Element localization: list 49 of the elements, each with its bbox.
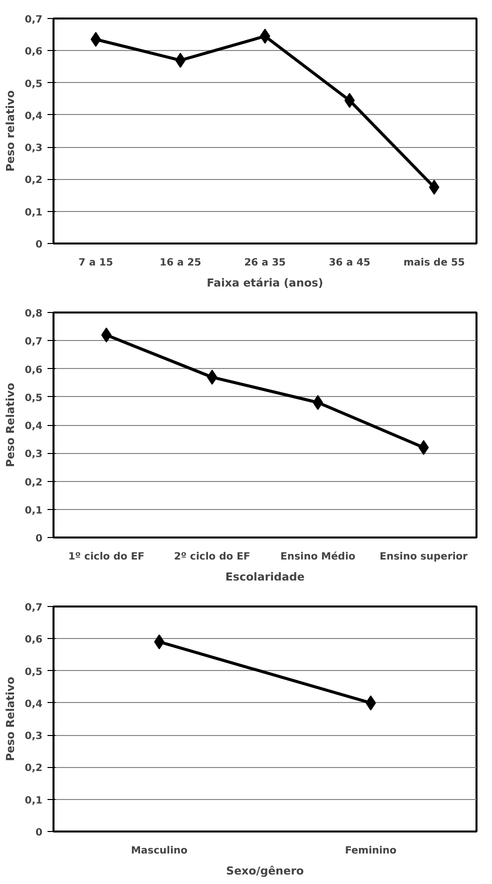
y-tick-label: 0,2 (24, 175, 43, 186)
x-tick-label: 1º ciclo do EF (68, 552, 145, 562)
y-tick-label: 0,2 (24, 477, 43, 488)
point (260, 28, 270, 44)
y-tick-label: 0,6 (24, 364, 43, 376)
y-tick-label: 0,7 (24, 602, 43, 614)
y-tick-label: 0,2 (24, 763, 43, 774)
y-tick-label: 0 (36, 240, 43, 250)
y-axis-title: Peso relativo (4, 90, 17, 172)
y-tick-label: 0,7 (24, 336, 43, 348)
y-tick-label: 0,1 (24, 505, 43, 516)
x-tick-label: Ensino Médio (280, 552, 356, 562)
x-tick-label: Masculino (130, 846, 188, 856)
x-tick-label: Ensino superior (380, 552, 468, 562)
y-axis-title: Peso Relativo (4, 382, 17, 468)
y-tick-label: 0,1 (24, 795, 43, 806)
y-tick-label: 0,5 (24, 78, 43, 90)
x-tick-label: Feminino (344, 846, 397, 856)
x-tick-label: 26 a 35 (244, 258, 286, 268)
x-axis-title: Sexo/gênero (226, 864, 304, 878)
point (344, 92, 355, 108)
y-tick-label: 0,4 (24, 698, 43, 710)
x-tick-label: mais de 55 (404, 258, 465, 268)
y-tick-label: 0,4 (24, 421, 43, 432)
point (175, 52, 186, 68)
x-tick-label: 36 a 45 (328, 258, 370, 268)
y-tick-label: 0,5 (24, 666, 43, 678)
y-tick-label: 0,3 (24, 731, 43, 742)
point (206, 370, 218, 385)
y-tick-label: 0,6 (24, 634, 43, 646)
x-tick-label: 7 a 15 (78, 258, 114, 268)
point (101, 328, 112, 342)
y-tick-label: 0,3 (24, 449, 43, 460)
y-tick-label: 0,6 (24, 46, 43, 58)
y-tick-label: 0,1 (24, 207, 43, 218)
y-tick-label: 0,8 (24, 308, 43, 320)
y-tick-label: 0,5 (24, 392, 43, 404)
y-tick-label: 0 (36, 534, 43, 544)
x-tick-label: 2º ciclo do EF (174, 552, 250, 562)
point (418, 440, 429, 455)
y-tick-label: 0,4 (24, 110, 43, 122)
y-axis-title: Peso Relativo (4, 676, 17, 762)
x-tick-label: 16 a 25 (160, 258, 202, 268)
y-tick-label: 0,7 (24, 14, 43, 26)
x-axis-title: Faixa etária (anos) (206, 276, 324, 290)
point (312, 395, 324, 410)
y-tick-label: 0 (36, 828, 43, 838)
y-tick-label: 0,3 (24, 143, 43, 154)
x-axis-title: Escolaridade (225, 570, 305, 584)
